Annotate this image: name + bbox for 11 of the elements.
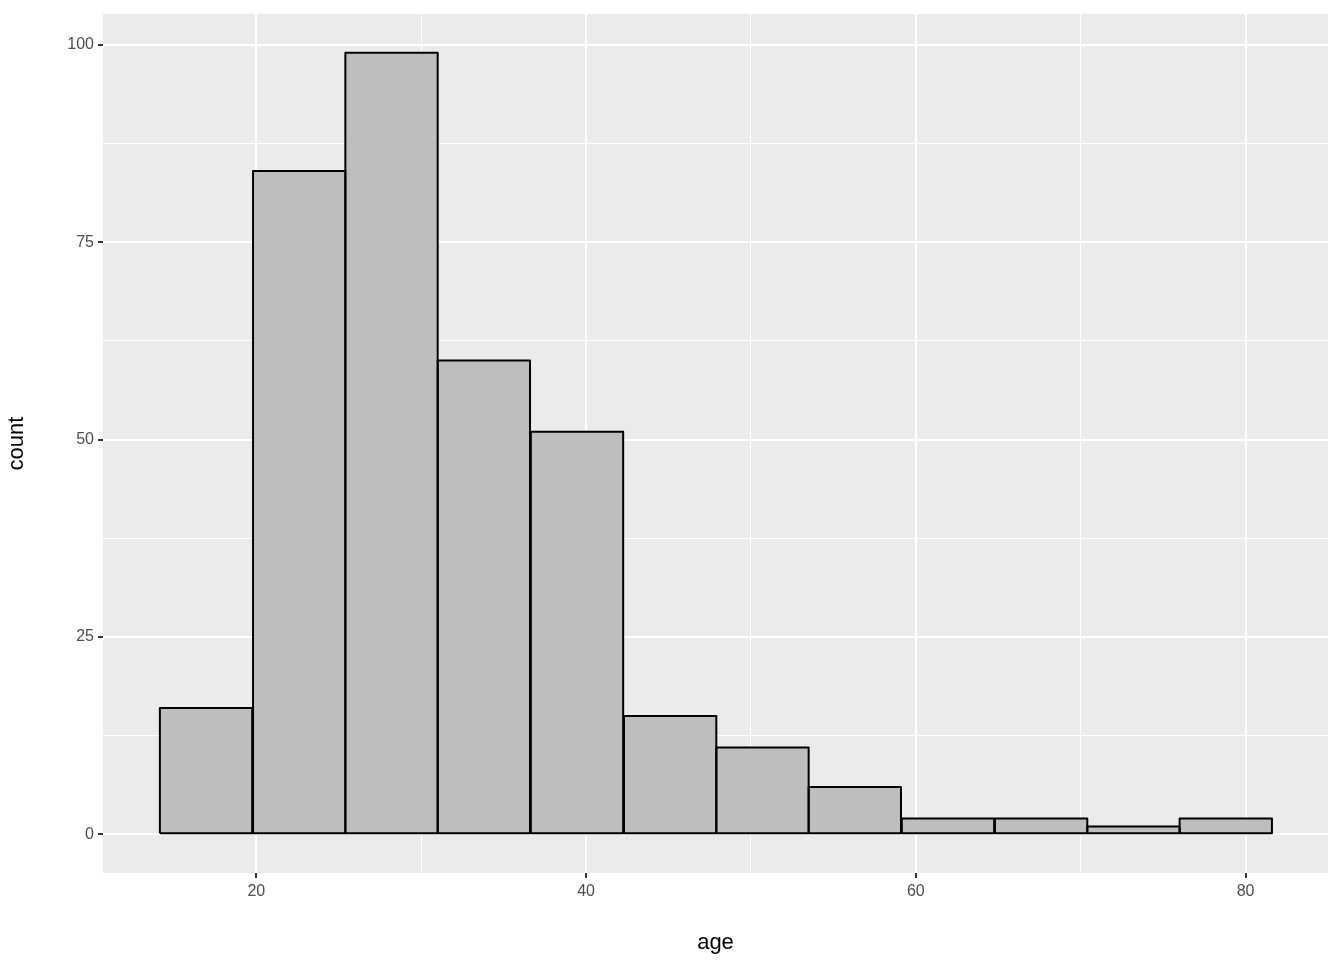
x-tick-label: 40 (577, 882, 596, 900)
y-axis-title: count (3, 416, 29, 471)
y-tick-label: 25 (76, 627, 95, 645)
x-axis-title: age (697, 928, 734, 954)
y-tick-label: 75 (76, 232, 95, 250)
x-tick-label: 80 (1236, 882, 1255, 900)
y-tick-label: 100 (67, 35, 95, 53)
x-tick-label: 20 (247, 882, 266, 900)
y-tick-label: 0 (85, 824, 95, 842)
y-tick-label: 50 (76, 429, 95, 447)
x-tick-label: 60 (906, 882, 925, 900)
